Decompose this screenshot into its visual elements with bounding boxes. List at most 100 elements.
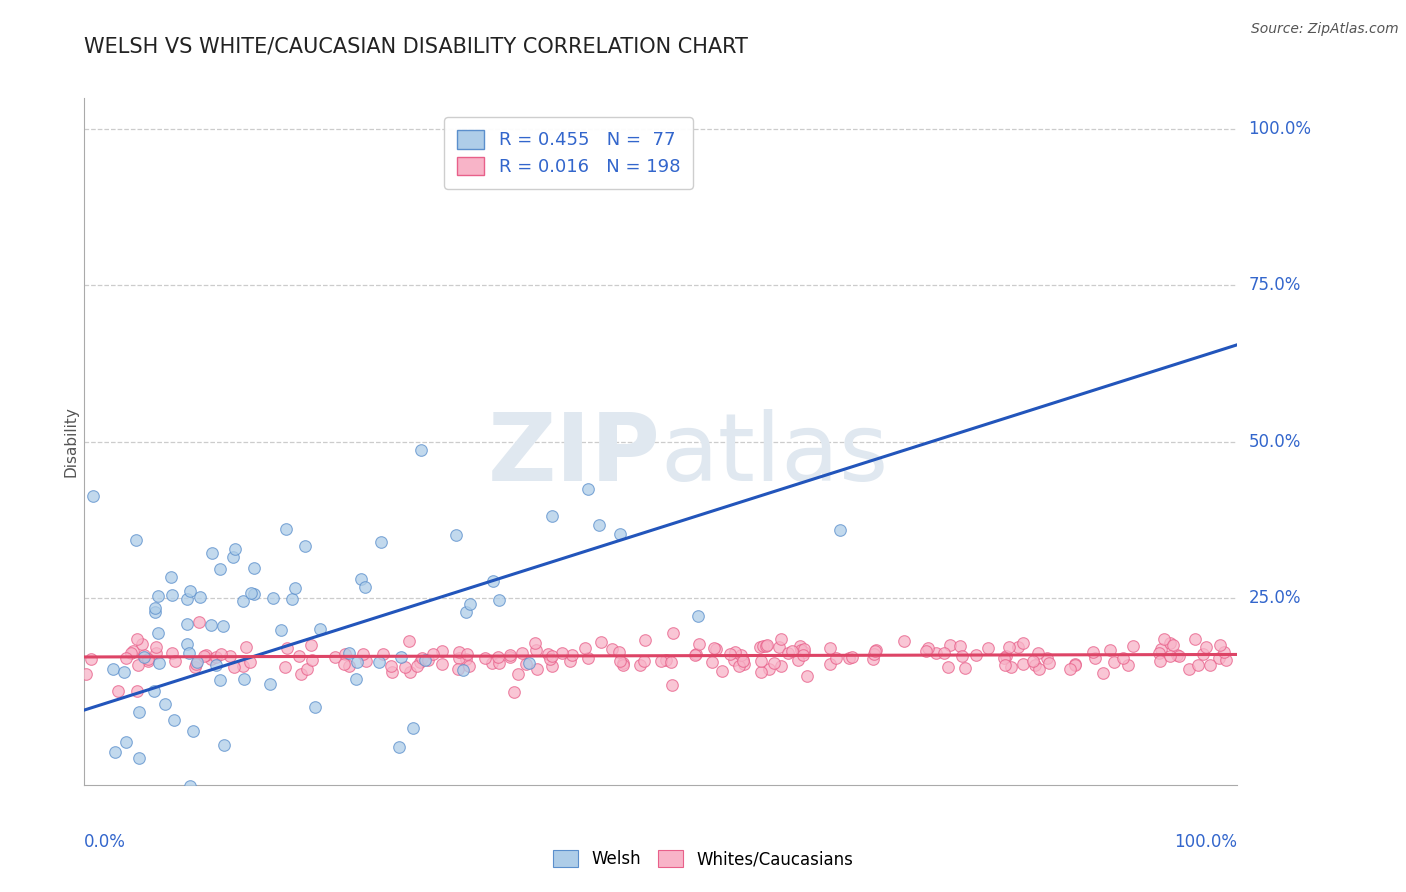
Point	[588, 518, 610, 533]
Point	[232, 594, 254, 608]
Point	[482, 574, 505, 588]
Point	[446, 528, 468, 542]
Point	[936, 660, 959, 674]
Point	[208, 673, 231, 688]
Point	[792, 648, 814, 662]
Point	[370, 535, 392, 549]
Point	[176, 637, 198, 651]
Point	[686, 609, 709, 624]
Point	[1178, 662, 1201, 676]
Point	[502, 684, 524, 698]
Point	[524, 642, 547, 657]
Point	[212, 738, 235, 752]
Point	[134, 648, 156, 662]
Point	[430, 657, 453, 671]
Point	[454, 651, 477, 665]
Point	[104, 745, 127, 759]
Point	[176, 617, 198, 632]
Point	[224, 660, 246, 674]
Point	[409, 442, 432, 457]
Point	[723, 653, 745, 667]
Point	[574, 641, 596, 656]
Point	[381, 665, 404, 679]
Point	[274, 522, 297, 536]
Point	[187, 615, 209, 629]
Point	[1112, 650, 1135, 665]
Point	[205, 650, 228, 665]
Point	[488, 656, 510, 670]
Point	[1159, 636, 1181, 650]
Point	[155, 697, 177, 711]
Point	[932, 646, 955, 660]
Point	[841, 649, 863, 664]
Point	[600, 642, 623, 657]
Point	[1195, 640, 1218, 655]
Point	[344, 672, 367, 686]
Point	[993, 650, 1015, 665]
Point	[561, 648, 583, 662]
Point	[576, 650, 599, 665]
Point	[259, 677, 281, 691]
Point	[399, 665, 422, 679]
Point	[950, 648, 973, 663]
Text: 50.0%: 50.0%	[1249, 433, 1301, 450]
Point	[288, 648, 311, 663]
Point	[176, 591, 198, 606]
Point	[1059, 662, 1081, 676]
Point	[125, 683, 148, 698]
Point	[447, 662, 470, 676]
Point	[458, 659, 481, 673]
Point	[488, 593, 510, 607]
Point	[1149, 642, 1171, 657]
Point	[200, 652, 222, 666]
Point	[179, 779, 201, 793]
Point	[486, 649, 509, 664]
Point	[242, 587, 264, 601]
Point	[224, 541, 246, 556]
Point	[181, 723, 204, 738]
Point	[538, 652, 561, 666]
Point	[201, 546, 224, 560]
Point	[1024, 657, 1046, 672]
Text: 25.0%: 25.0%	[1249, 589, 1301, 607]
Point	[332, 657, 354, 671]
Point	[655, 653, 678, 667]
Point	[422, 648, 444, 662]
Point	[862, 647, 884, 661]
Point	[349, 572, 371, 586]
Point	[609, 527, 631, 541]
Point	[115, 735, 138, 749]
Point	[389, 650, 412, 665]
Point	[134, 650, 156, 665]
Point	[517, 656, 540, 670]
Point	[160, 570, 183, 584]
Point	[1199, 658, 1222, 673]
Point	[114, 651, 136, 665]
Point	[131, 637, 153, 651]
Point	[1149, 646, 1171, 660]
Point	[1208, 650, 1230, 665]
Point	[662, 626, 685, 640]
Point	[371, 647, 394, 661]
Point	[388, 739, 411, 754]
Point	[411, 650, 433, 665]
Point	[1028, 646, 1050, 660]
Point	[955, 661, 977, 675]
Point	[917, 640, 939, 655]
Point	[208, 840, 231, 855]
Point	[789, 639, 811, 653]
Point	[650, 654, 672, 668]
Point	[515, 657, 537, 671]
Point	[787, 653, 810, 667]
Text: 0.0%: 0.0%	[84, 833, 127, 851]
Point	[143, 684, 166, 698]
Point	[702, 640, 724, 655]
Point	[541, 508, 564, 523]
Point	[865, 643, 887, 657]
Point	[276, 641, 298, 656]
Point	[1161, 639, 1184, 653]
Point	[862, 652, 884, 666]
Legend: Welsh, Whites/Caucasians: Welsh, Whites/Caucasians	[547, 843, 859, 875]
Point	[160, 589, 183, 603]
Point	[768, 640, 790, 655]
